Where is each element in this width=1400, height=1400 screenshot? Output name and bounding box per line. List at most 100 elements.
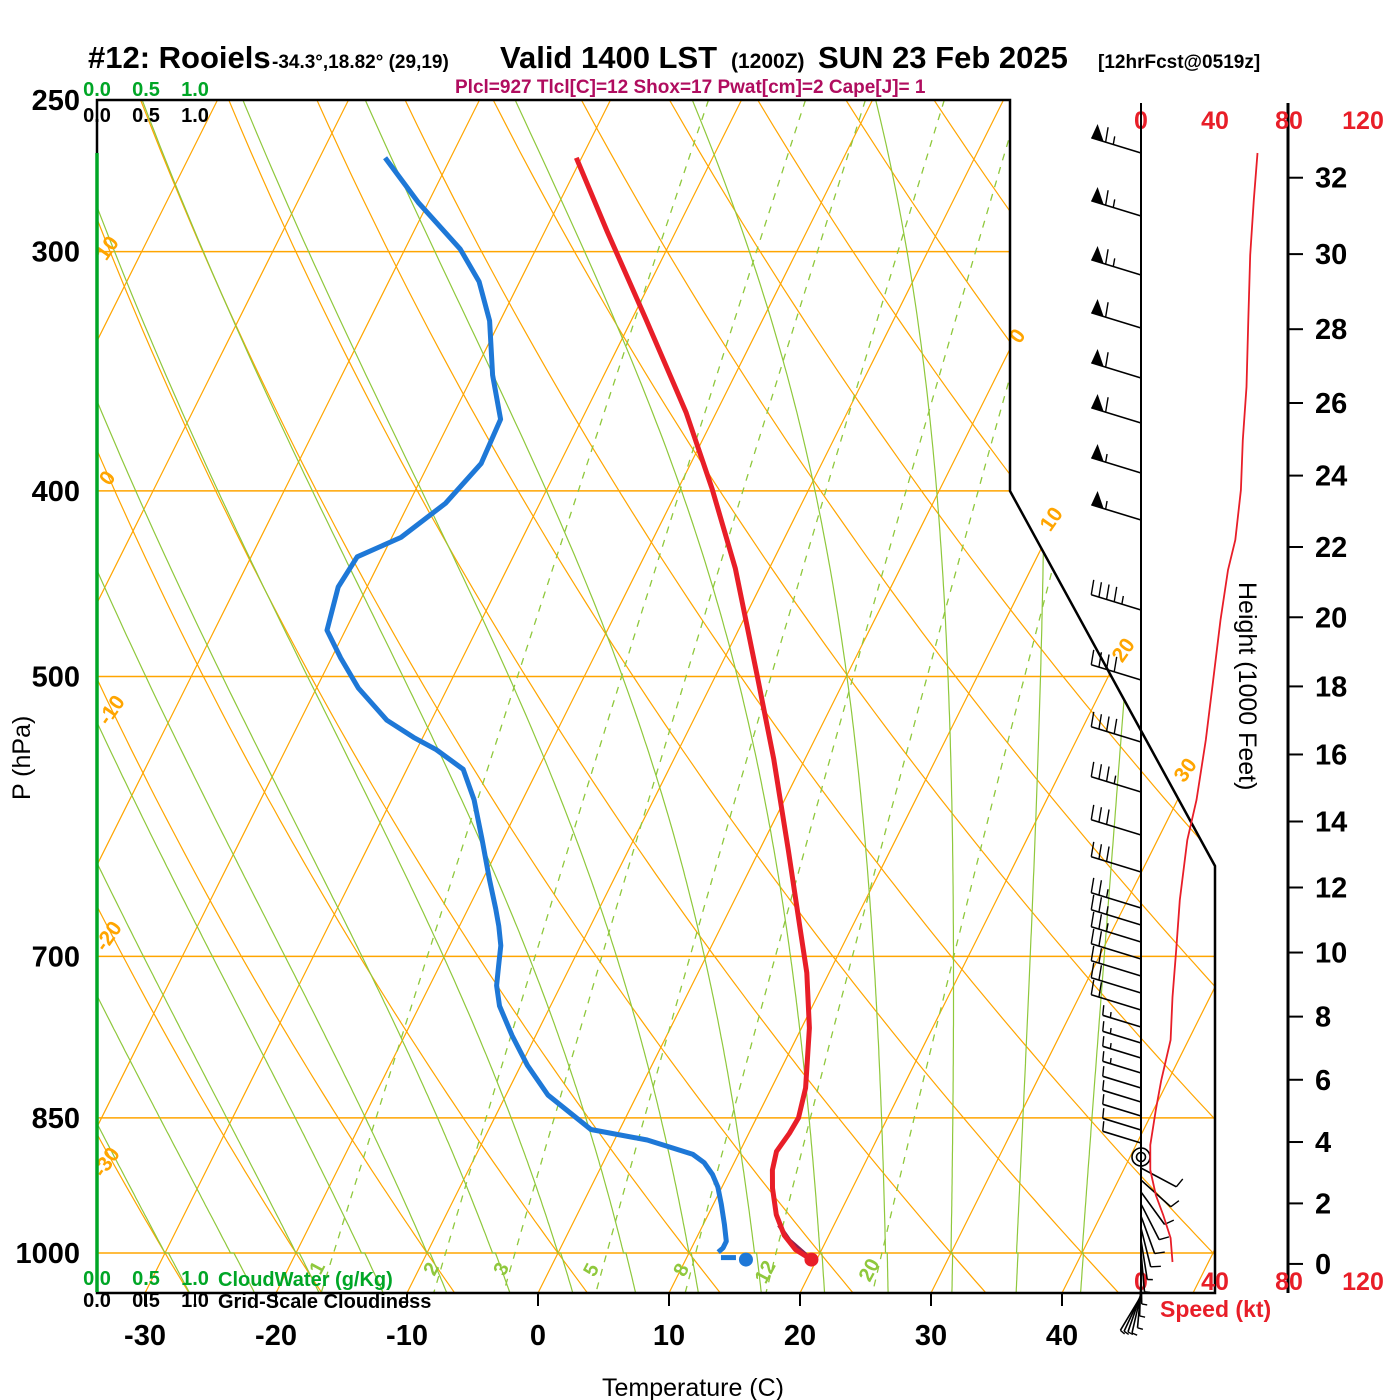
isotherm-line [114,100,743,1293]
isotherm-line [1031,100,1215,1293]
svg-text:0.5: 0.5 [132,1268,160,1290]
isotherm-line [245,100,874,1293]
svg-text:120: 120 [1342,107,1384,135]
dewpoint-curve [324,156,729,1255]
isotherm-line [769,100,1215,1293]
svg-text:10: 10 [1036,503,1068,535]
isotherm-line [97,100,219,1293]
svg-text:300: 300 [32,237,80,269]
svg-text:0.5: 0.5 [132,79,160,101]
temperature-axis-title: Temperature (C) [602,1374,784,1400]
svg-text:-10: -10 [94,691,130,729]
isotherm-line [97,100,350,1293]
svg-text:14: 14 [1315,806,1347,838]
moist-adiabat-line [511,100,826,1293]
surface-temp-dot [804,1252,819,1267]
svg-text:32: 32 [1315,163,1347,195]
svg-text:1.0: 1.0 [181,1268,209,1290]
page-title: #12: Rooiels [88,40,271,75]
svg-text:20: 20 [855,1255,885,1285]
svg-text:8: 8 [669,1260,694,1280]
svg-text:28: 28 [1315,314,1347,346]
dry-adiabat-line [668,100,1215,1293]
cloudiness-legend: Grid-Scale Cloudiness [218,1291,432,1313]
speed-axis: 0040408080120120 [1134,107,1384,1296]
svg-text:5: 5 [579,1260,604,1280]
svg-text:40: 40 [1201,107,1229,135]
wind-speed-profile [1149,152,1259,1263]
isotherm-line [97,100,612,1293]
svg-text:20: 20 [1315,602,1347,634]
svg-text:18: 18 [1315,671,1347,703]
surface-dewp-dot [738,1252,753,1267]
svg-text:850: 850 [32,1103,80,1135]
svg-text:400: 400 [32,476,80,508]
moist-adiabat-line [97,100,257,1293]
svg-text:0: 0 [530,1320,546,1352]
svg-text:12: 12 [1315,873,1347,905]
svg-text:500: 500 [32,661,80,693]
svg-text:80: 80 [1275,107,1303,135]
svg-text:0.0: 0.0 [83,1290,111,1312]
svg-text:10: 10 [1315,938,1347,970]
station-circle-inner [1135,1151,1147,1163]
valid-time: Valid 1400 LST [500,40,718,75]
dry-adiabat-line [140,100,855,1293]
svg-text:30: 30 [1170,754,1202,786]
cloudwater-legend: CloudWater (g/Kg) [218,1269,393,1291]
isotherm-line [97,100,481,1293]
svg-text:1.0: 1.0 [181,79,209,101]
forecast-cycle: [12hrFcst@0519z] [1098,52,1261,73]
svg-text:-20: -20 [255,1320,297,1352]
svg-text:3: 3 [489,1259,514,1279]
svg-text:0.0: 0.0 [83,105,111,127]
svg-text:2: 2 [1315,1188,1331,1220]
svg-text:4: 4 [1315,1127,1331,1159]
svg-text:120: 120 [1342,1268,1384,1296]
svg-text:1.0: 1.0 [181,105,209,127]
dry-adiabat-line [97,100,456,1293]
temperature-curve [573,156,813,1262]
svg-text:20: 20 [784,1320,816,1352]
svg-text:40: 40 [1201,1268,1229,1296]
moist-adiabat-line [97,100,575,1293]
mixing-ratio-line [502,100,867,1293]
svg-text:0.0: 0.0 [83,79,111,101]
dry-adiabat-line [316,100,1120,1293]
svg-text:2: 2 [419,1259,444,1279]
svg-text:24: 24 [1315,461,1347,493]
sounding-curves [324,156,819,1267]
station-coordinates: -34.3°,18.82° (29,19) [272,52,449,73]
moist-adiabat-line [361,100,763,1293]
svg-text:-10: -10 [386,1320,428,1352]
svg-text:12: 12 [751,1257,781,1287]
dry-adiabat-line [492,100,1215,1293]
moist-adiabat-line [97,100,449,1293]
dry-adiabat-line [580,100,1215,1293]
svg-text:0: 0 [1315,1249,1331,1281]
svg-text:16: 16 [1315,739,1347,771]
height-axis-title: Height (1000 Feet) [1233,582,1261,791]
svg-text:20: 20 [1108,634,1140,666]
mixing-ratio-line [594,100,945,1293]
svg-text:-30: -30 [124,1320,166,1352]
svg-text:26: 26 [1315,388,1347,420]
wind-barbs [1090,103,1184,1336]
mixing-ratio-line [765,100,1090,1293]
svg-text:0.5: 0.5 [132,1290,160,1312]
pressure-axis-title: P (hPa) [8,715,36,800]
skewt-background [97,100,1215,1293]
dry-adiabat-line [97,100,722,1293]
svg-text:1.0: 1.0 [181,1290,209,1312]
mixing-ratio-line [432,100,807,1293]
svg-text:-30: -30 [89,1143,125,1181]
svg-text:22: 22 [1315,532,1347,564]
svg-text:40: 40 [1046,1320,1078,1352]
svg-text:30: 30 [1315,239,1347,271]
svg-text:30: 30 [915,1320,947,1352]
speed-axis-title: Speed (kt) [1160,1296,1272,1322]
